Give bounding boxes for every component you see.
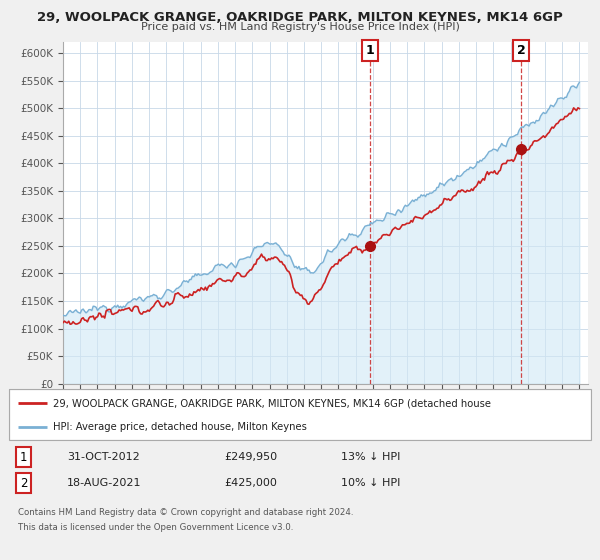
Text: 1: 1 [365, 44, 374, 57]
FancyBboxPatch shape [9, 389, 591, 440]
Text: Contains HM Land Registry data © Crown copyright and database right 2024.: Contains HM Land Registry data © Crown c… [18, 508, 353, 517]
Text: 18-AUG-2021: 18-AUG-2021 [67, 478, 142, 488]
Text: 29, WOOLPACK GRANGE, OAKRIDGE PARK, MILTON KEYNES, MK14 6GP (detached house: 29, WOOLPACK GRANGE, OAKRIDGE PARK, MILT… [53, 398, 491, 408]
Text: £425,000: £425,000 [224, 478, 277, 488]
Text: 2: 2 [20, 477, 28, 489]
Text: £249,950: £249,950 [224, 452, 277, 462]
Text: 10% ↓ HPI: 10% ↓ HPI [341, 478, 400, 488]
Text: 2: 2 [517, 44, 526, 57]
Text: HPI: Average price, detached house, Milton Keynes: HPI: Average price, detached house, Milt… [53, 422, 307, 432]
Text: Price paid vs. HM Land Registry's House Price Index (HPI): Price paid vs. HM Land Registry's House … [140, 22, 460, 32]
Text: 1: 1 [20, 451, 28, 464]
Text: This data is licensed under the Open Government Licence v3.0.: This data is licensed under the Open Gov… [18, 523, 293, 532]
Text: 31-OCT-2012: 31-OCT-2012 [67, 452, 140, 462]
Text: 29, WOOLPACK GRANGE, OAKRIDGE PARK, MILTON KEYNES, MK14 6GP: 29, WOOLPACK GRANGE, OAKRIDGE PARK, MILT… [37, 11, 563, 24]
Text: 13% ↓ HPI: 13% ↓ HPI [341, 452, 400, 462]
